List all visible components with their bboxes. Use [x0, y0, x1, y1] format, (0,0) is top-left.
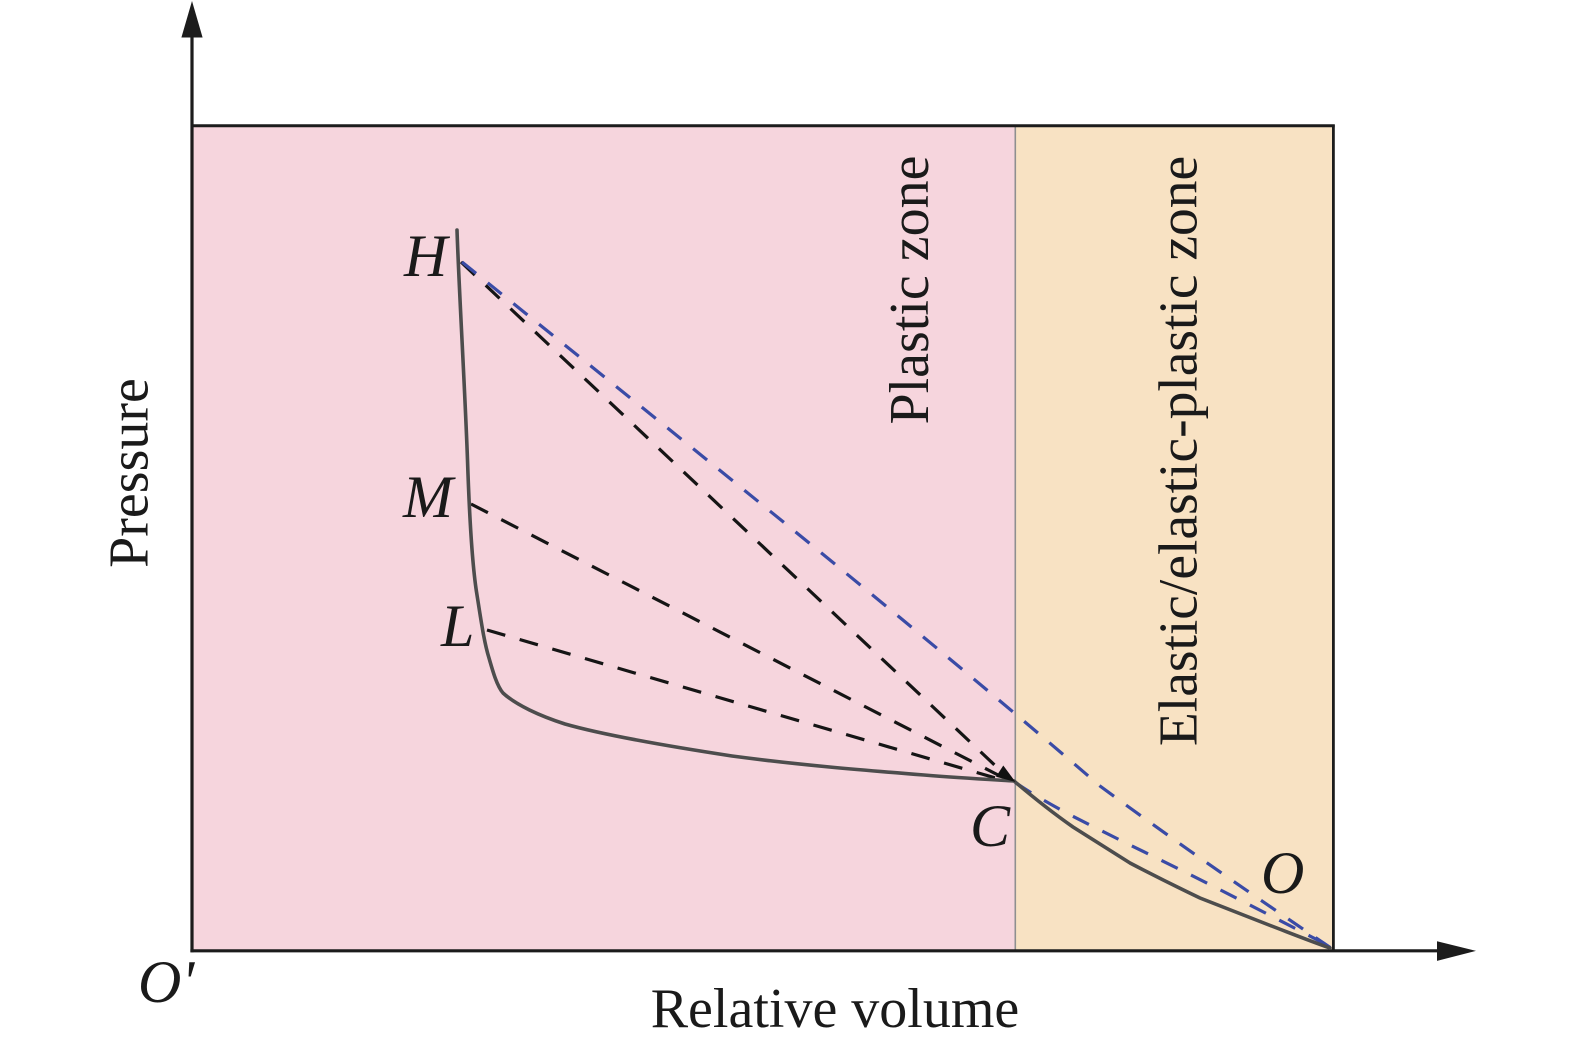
svg-text:H: H [403, 223, 451, 289]
svg-text:Elastic/elastic-plastic zone: Elastic/elastic-plastic zone [1149, 156, 1210, 746]
svg-text:Relative volume: Relative volume [651, 978, 1020, 1040]
svg-text:O': O' [138, 949, 195, 1015]
svg-text:Plastic zone: Plastic zone [879, 155, 941, 424]
svg-text:O: O [1261, 840, 1304, 906]
svg-text:M: M [402, 464, 456, 530]
svg-text:L: L [440, 593, 474, 659]
svg-text:Pressure: Pressure [99, 378, 161, 568]
svg-text:C: C [970, 793, 1011, 859]
